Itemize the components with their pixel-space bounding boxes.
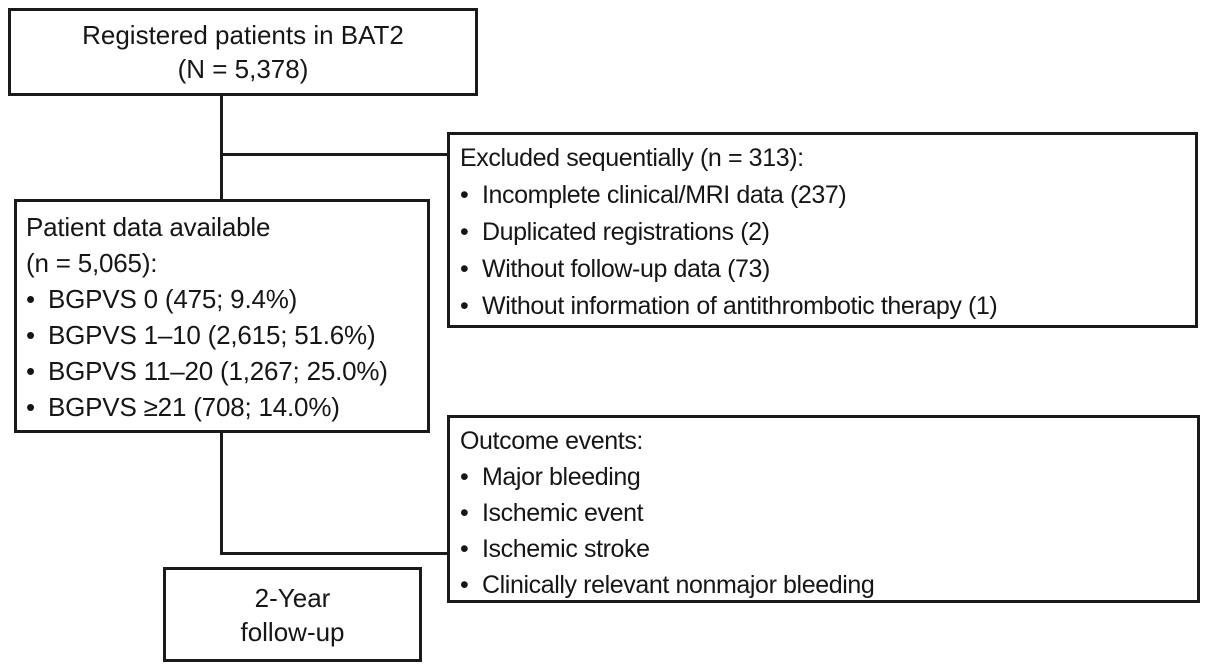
bullet-icon: • — [26, 392, 35, 422]
available-title: Patient data available — [26, 212, 271, 242]
bgpvs-item: • BGPVS 11–20 (1,267; 25.0%) — [26, 353, 418, 389]
bullet-icon: • — [26, 320, 35, 350]
bgpvs-item-text: BGPVS ≥21 (708; 14.0%) — [48, 392, 340, 422]
outcome-item: • Ischemic stroke — [460, 531, 1187, 567]
excluded-item: • Duplicated registrations (2) — [460, 214, 1185, 251]
bgpvs-item-text: BGPVS 0 (475; 9.4%) — [48, 284, 298, 314]
bullet-icon: • — [460, 535, 469, 563]
patient-data-available-box: Patient data available (n = 5,065): • BG… — [14, 199, 430, 433]
excluded-item-text: Without follow-up data (73) — [482, 255, 770, 283]
bullet-icon: • — [26, 356, 35, 386]
bullet-icon: • — [460, 181, 469, 209]
bullet-icon: • — [460, 218, 469, 246]
registered-patients-box: Registered patients in BAT2 (N = 5,378) — [8, 8, 478, 96]
bgpvs-item: • BGPVS 1–10 (2,615; 51.6%) — [26, 317, 418, 353]
available-count: (n = 5,065): — [26, 248, 158, 278]
excluded-item-text: Incomplete clinical/MRI data (237) — [482, 181, 847, 209]
excluded-item: • Without information of antithrombotic … — [460, 288, 1185, 325]
excluded-item: • Without follow-up data (73) — [460, 251, 1185, 288]
followup-box: 2-Year follow-up — [163, 567, 422, 662]
bullet-icon: • — [26, 284, 35, 314]
bullet-icon: • — [460, 255, 469, 283]
followup-line2: follow-up — [240, 616, 345, 647]
registered-patients-title: Registered patients in BAT2 — [82, 20, 404, 50]
outcome-item: • Ischemic event — [460, 495, 1187, 531]
excluded-item-text: Duplicated registrations (2) — [482, 218, 770, 246]
bgpvs-item-text: BGPVS 11–20 (1,267; 25.0%) — [48, 356, 388, 386]
followup-line1: 2-Year — [254, 582, 331, 613]
bgpvs-item: • BGPVS 0 (475; 9.4%) — [26, 281, 418, 317]
bgpvs-item: • BGPVS ≥21 (708; 14.0%) — [26, 389, 418, 425]
connector-top-horizontal-to-excluded — [220, 153, 447, 156]
bullet-icon: • — [460, 292, 469, 320]
bullet-icon: • — [460, 463, 469, 491]
outcome-events-box: Outcome events: • Major bleeding • Ische… — [447, 415, 1200, 603]
outcome-item: • Clinically relevant nonmajor bleeding — [460, 567, 1187, 603]
excluded-title: Excluded sequentially (n = 313): — [460, 144, 804, 172]
outcome-item-text: Clinically relevant nonmajor bleeding — [482, 571, 875, 599]
outcome-item-text: Ischemic event — [482, 499, 644, 527]
excluded-item: • Incomplete clinical/MRI data (237) — [460, 177, 1185, 214]
excluded-box: Excluded sequentially (n = 313): • Incom… — [447, 132, 1198, 328]
connector-bottom-horizontal-to-outcome — [220, 552, 447, 555]
outcome-item-text: Ischemic stroke — [482, 535, 650, 563]
bullet-icon: • — [460, 499, 469, 527]
connector-bottom-vertical — [220, 433, 223, 555]
bgpvs-item-text: BGPVS 1–10 (2,615; 51.6%) — [48, 320, 376, 350]
connector-top-vertical — [220, 96, 223, 200]
bullet-icon: • — [460, 571, 469, 599]
outcome-item: • Major bleeding — [460, 459, 1187, 495]
registered-patients-count: (N = 5,378) — [177, 54, 309, 84]
outcome-title: Outcome events: — [460, 427, 643, 455]
excluded-item-text: Without information of antithrombotic th… — [482, 292, 998, 320]
outcome-item-text: Major bleeding — [482, 463, 641, 491]
